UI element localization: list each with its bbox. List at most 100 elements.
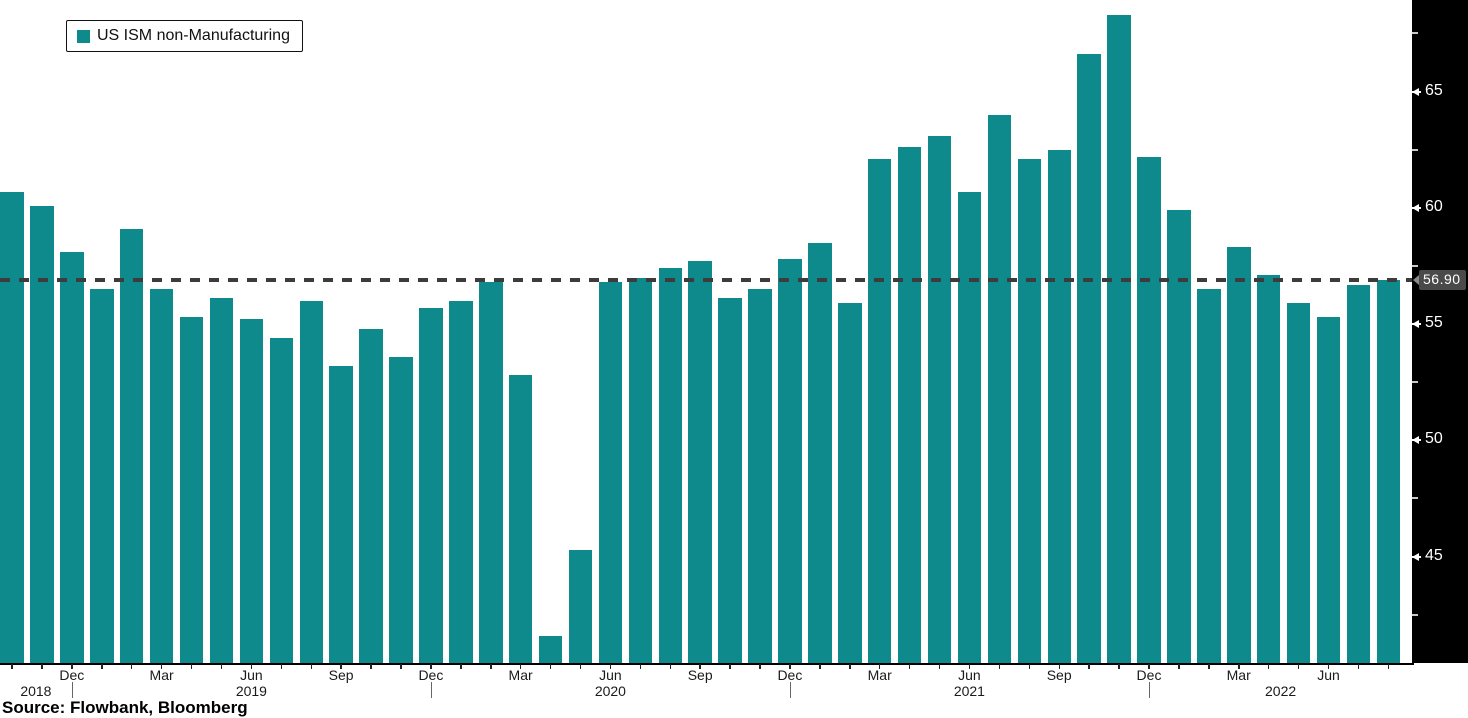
y-major-arrow-50 <box>1412 436 1419 445</box>
bar-2021-09 <box>1047 150 1071 663</box>
y-minor-tick-47.5 <box>1412 497 1418 500</box>
bar-2019-11 <box>389 357 413 663</box>
x-year-label-2022: 2022 <box>1265 683 1297 699</box>
x-year-label-2019: 2019 <box>235 683 267 699</box>
bar-2021-12 <box>1137 157 1161 663</box>
x-tick-2021-11 <box>1118 664 1120 669</box>
x-month-label-32: Jun <box>958 667 981 683</box>
bar-2020-12 <box>778 259 802 663</box>
y-tick-label-45: 45 <box>1425 546 1443 564</box>
bar-2019-04 <box>179 317 204 663</box>
bar-2020-05 <box>568 550 593 663</box>
bar-2021-11 <box>1107 15 1131 663</box>
x-tick-2020-09 <box>699 664 701 669</box>
x-tick-2021-09 <box>1058 664 1060 669</box>
x-tick-2021-08 <box>1028 664 1030 669</box>
y-tick-label-55: 55 <box>1425 314 1443 332</box>
y-tick-label-50: 50 <box>1425 430 1443 448</box>
x-year-label-2020: 2020 <box>594 683 626 699</box>
x-tick-2020-08 <box>669 664 671 669</box>
y-minor-tick-52.5 <box>1412 381 1418 384</box>
x-tick-2021-12 <box>1148 664 1150 669</box>
x-tick-2019-05 <box>220 664 223 669</box>
bar-2021-02 <box>838 303 862 663</box>
bar-2020-08 <box>658 268 682 663</box>
x-month-label-38: Dec <box>1136 667 1162 683</box>
x-tick-2019-10 <box>370 664 372 669</box>
x-tick-2019-04 <box>190 664 193 669</box>
x-tick-2021-07 <box>998 664 1001 669</box>
x-tick-2020-06 <box>609 664 612 669</box>
bar-2021-03 <box>867 159 892 663</box>
last-value-dashed-line <box>0 278 1412 282</box>
legend-swatch-icon <box>77 29 90 43</box>
x-month-label-8: Jun <box>240 667 263 683</box>
y-tick-label-60: 60 <box>1425 197 1443 215</box>
year-divider-2 <box>71 682 73 698</box>
bar-2020-02 <box>479 282 503 663</box>
x-month-label-26: Dec <box>777 667 803 683</box>
x-tick-2022-07 <box>1357 664 1360 669</box>
bar-2019-09 <box>329 366 353 663</box>
bar-2018-12 <box>60 252 84 663</box>
bar-2022-04 <box>1256 275 1281 663</box>
bar-2020-01 <box>449 301 473 663</box>
bar-2021-08 <box>1017 159 1041 663</box>
x-month-label-20: Jun <box>599 667 622 683</box>
x-tick-2019-06 <box>250 664 253 669</box>
last-value-text: 56.90 <box>1419 269 1466 290</box>
x-month-label-14: Dec <box>418 667 444 683</box>
y-major-arrow-55 <box>1412 320 1419 329</box>
x-tick-2020-02 <box>490 664 492 669</box>
bar-2020-09 <box>688 261 712 663</box>
bar-2020-07 <box>628 278 653 663</box>
x-tick-2022-05 <box>1297 664 1300 669</box>
y-tick-label-65: 65 <box>1425 81 1443 99</box>
plot-area: US ISM non-Manufacturing <box>0 15 1412 663</box>
x-month-label-17: Mar <box>508 667 533 683</box>
x-month-label-41: Mar <box>1226 667 1251 683</box>
x-tick-2022-01 <box>1178 664 1180 669</box>
y-major-arrow-65 <box>1412 87 1419 96</box>
bar-2019-03 <box>149 289 174 663</box>
x-tick-2020-07 <box>639 664 642 669</box>
x-tick-2018-10 <box>11 664 13 669</box>
x-tick-2018-11 <box>41 664 43 669</box>
x-year-label-2021: 2021 <box>953 683 985 699</box>
x-month-label-29: Mar <box>867 667 892 683</box>
x-month-label-5: Mar <box>149 667 174 683</box>
legend-label: US ISM non-Manufacturing <box>97 27 290 44</box>
x-tick-2019-02 <box>130 664 133 669</box>
bar-2020-03 <box>508 375 533 663</box>
bar-2019-12 <box>419 308 443 663</box>
x-tick-2020-12 <box>789 664 791 669</box>
y-minor-tick-57.5 <box>1412 264 1418 267</box>
bar-2021-06 <box>957 192 982 663</box>
bar-2019-08 <box>299 301 323 663</box>
bar-2019-06 <box>239 319 264 663</box>
y-axis-strip: 45 50 55 60 65 <box>1412 0 1468 663</box>
x-tick-2021-02 <box>849 664 851 669</box>
x-tick-2021-10 <box>1088 664 1090 669</box>
x-tick-2022-04 <box>1267 664 1270 669</box>
x-tick-2020-11 <box>759 664 761 669</box>
x-tick-2020-03 <box>519 664 522 669</box>
bar-2019-01 <box>90 289 114 663</box>
bar-2018-11 <box>30 206 54 663</box>
bar-2021-10 <box>1077 54 1101 663</box>
year-divider-26 <box>789 682 791 698</box>
year-divider-38 <box>1149 682 1150 698</box>
x-tick-2021-01 <box>819 664 821 669</box>
y-minor-tick-42.5 <box>1412 613 1418 616</box>
bar-2022-03 <box>1227 247 1251 663</box>
bar-2019-10 <box>359 329 383 663</box>
bar-2020-04 <box>538 636 563 663</box>
legend: US ISM non-Manufacturing <box>66 20 303 52</box>
last-value-label: 56.90 <box>1413 269 1466 290</box>
x-tick-2019-01 <box>101 664 103 669</box>
bar-2019-02 <box>119 229 144 663</box>
x-month-label-11: Sep <box>328 667 354 683</box>
x-tick-2018-12 <box>71 664 73 669</box>
x-tick-2020-05 <box>579 664 582 669</box>
